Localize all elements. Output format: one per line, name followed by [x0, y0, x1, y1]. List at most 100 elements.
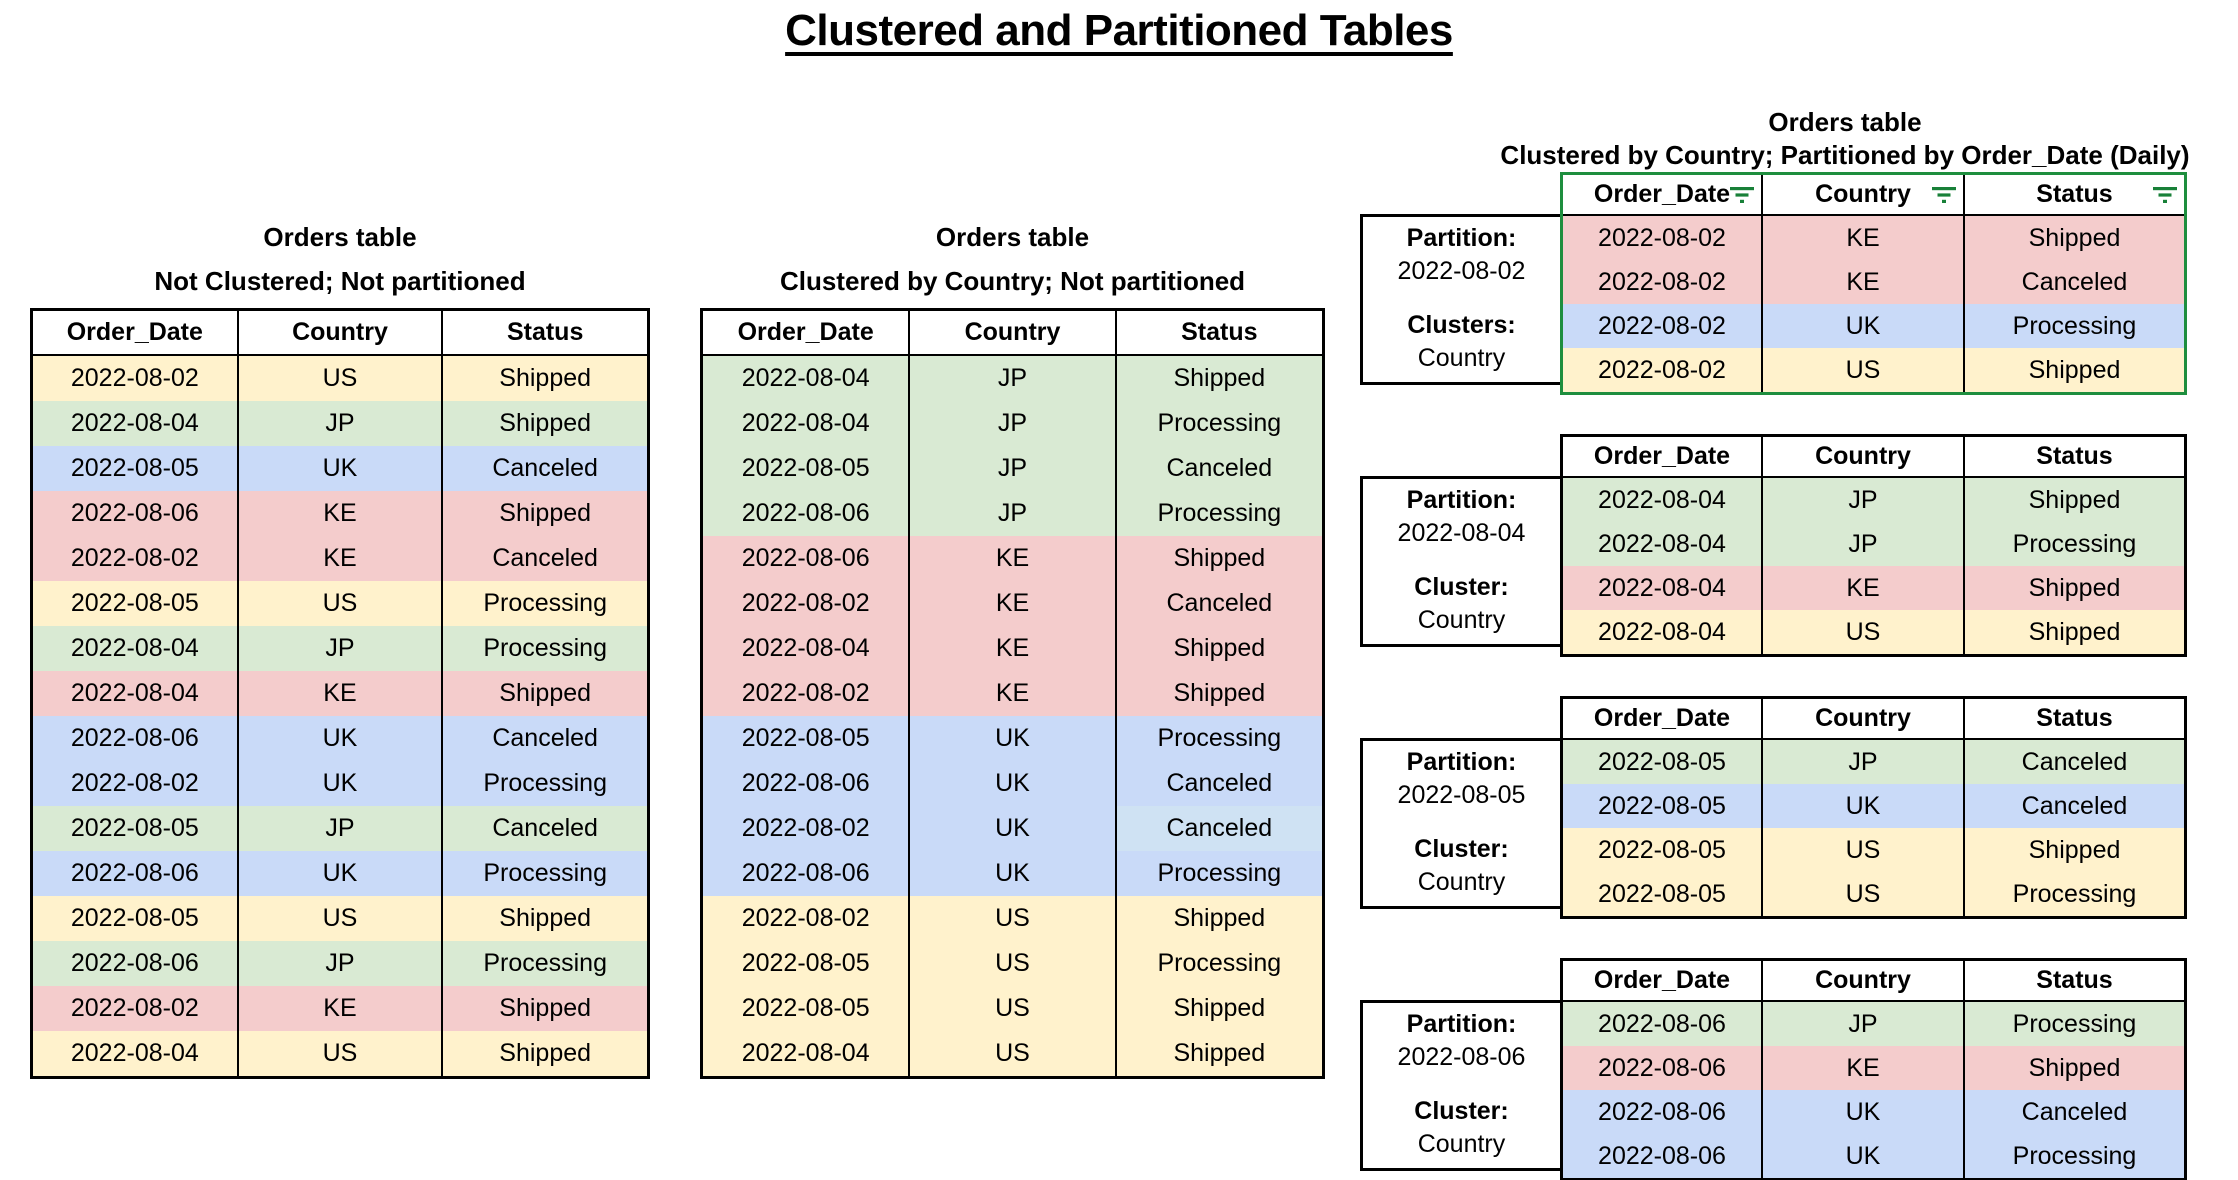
country-cell: KE — [237, 536, 444, 581]
status-cell: Processing — [1964, 304, 2184, 348]
order-date-cell: 2022-08-05 — [1563, 828, 1763, 872]
table-group-partitioned: Orders table Clustered by Country; Parti… — [1360, 106, 2190, 1180]
order-date-cell: 2022-08-05 — [33, 581, 239, 626]
country-cell: US — [909, 896, 1117, 941]
table-row: 2022-08-02 US Shipped — [33, 355, 647, 401]
status-cell: Processing — [442, 581, 647, 626]
country-cell: KE — [237, 491, 444, 536]
country-cell: UK — [1762, 784, 1965, 828]
status-cell: Shipped — [1964, 348, 2184, 392]
table-row: 2022-08-02 KE Canceled — [1563, 260, 2184, 304]
status-cell: Shipped — [1115, 896, 1322, 941]
country-cell: KE — [909, 581, 1117, 626]
partition-label-box: Partition: 2022-08-02 Clusters: Country — [1360, 214, 1560, 385]
country-cell: JP — [237, 401, 444, 446]
status-cell: Shipped — [1115, 355, 1322, 401]
order-date-cell: 2022-08-02 — [1563, 260, 1763, 304]
country-cell: UK — [909, 806, 1117, 851]
status-cell: Canceled — [1115, 446, 1322, 491]
status-cell: Canceled — [442, 446, 647, 491]
country-cell: US — [1762, 872, 1965, 916]
table-row: 2022-08-06 KE Shipped — [703, 536, 1322, 581]
partition-date-value: 2022-08-02 — [1397, 257, 1526, 285]
order-date-cell: 2022-08-02 — [703, 581, 911, 626]
country-cell: KE — [1762, 566, 1965, 610]
status-cell: Canceled — [1115, 761, 1322, 806]
group-title: Orders table — [1768, 107, 1922, 137]
column-header-order-date: Order_Date — [33, 311, 239, 356]
filter-icon — [1932, 186, 1956, 203]
country-cell: UK — [237, 761, 444, 806]
status-cell: Processing — [1115, 491, 1322, 536]
table-row: 2022-08-04 JP Processing — [1563, 522, 2184, 566]
partition-key: Partition: 2022-08-04 — [1363, 484, 1560, 550]
orders-table-partition-2022-08-02: Order_Date Country Status 2022-08-02 KE Shipp… — [1563, 175, 2184, 392]
column-header-country: Country — [1762, 437, 1965, 478]
partition-key: Partition: 2022-08-02 — [1363, 222, 1560, 288]
country-cell: JP — [909, 491, 1117, 536]
table-row: 2022-08-05 US Shipped — [703, 986, 1322, 1031]
order-date-cell: 2022-08-02 — [33, 355, 239, 401]
orders-table-partition-2022-08-05: Order_Date Country Status 2022-08-05 JP Cance… — [1563, 699, 2184, 916]
country-cell: UK — [1762, 1090, 1965, 1134]
partition-date-value: 2022-08-06 — [1397, 1043, 1526, 1071]
country-cell: KE — [237, 671, 444, 716]
status-cell: Shipped — [442, 896, 647, 941]
country-cell: JP — [237, 941, 444, 986]
orders-table-partition-2022-08-05-wrap: Order_Date Country Status 2022-08-05 JP Cance… — [1560, 696, 2187, 919]
cluster-key: Cluster: Country — [1363, 571, 1560, 637]
header-row: Order_Date Country Status — [1563, 175, 2184, 216]
status-cell: Shipped — [442, 401, 647, 446]
order-date-cell: 2022-08-04 — [703, 355, 911, 401]
order-date-cell: 2022-08-04 — [703, 626, 911, 671]
filter-icon — [2153, 186, 2177, 203]
order-date-cell: 2022-08-05 — [33, 806, 239, 851]
country-cell: UK — [909, 716, 1117, 761]
status-cell: Shipped — [1115, 671, 1322, 716]
order-date-cell: 2022-08-06 — [33, 941, 239, 986]
table-row: 2022-08-06 UK Canceled — [33, 716, 647, 761]
cluster-key: Clusters: Country — [1363, 309, 1560, 375]
table-row: 2022-08-04 US Shipped — [33, 1031, 647, 1076]
country-cell: JP — [237, 626, 444, 671]
country-cell: JP — [237, 806, 444, 851]
status-cell: Processing — [442, 941, 647, 986]
orders-table-unclustered-wrap: Order_Date Country Status 2022-08-02 US Sh… — [30, 308, 650, 1079]
header-row: Order_Date Country Status — [1563, 961, 2184, 1002]
table-row: 2022-08-04 KE Shipped — [703, 626, 1322, 671]
order-date-cell: 2022-08-05 — [703, 941, 911, 986]
partition-label-box: Partition: 2022-08-04 Cluster: Country — [1360, 476, 1560, 647]
table-row: 2022-08-05 US Shipped — [33, 896, 647, 941]
column-header-order-date: Order_Date — [1563, 961, 1763, 1002]
table-row: 2022-08-02 UK Processing — [1563, 304, 2184, 348]
table-row: 2022-08-04 JP Shipped — [33, 401, 647, 446]
column-header-country: Country — [1762, 175, 1965, 216]
order-date-cell: 2022-08-05 — [1563, 739, 1763, 784]
country-cell: KE — [909, 626, 1117, 671]
table-row: 2022-08-05 US Processing — [1563, 872, 2184, 916]
table-row: 2022-08-04 JP Processing — [703, 401, 1322, 446]
partition-key-label: Partition: — [1406, 1010, 1517, 1038]
cluster-value: Country — [1417, 1130, 1506, 1158]
order-date-cell: 2022-08-06 — [703, 536, 911, 581]
status-cell: Canceled — [1115, 581, 1322, 626]
partition-key-label: Partition: — [1406, 748, 1517, 776]
column-header-status: Status — [1964, 699, 2184, 740]
table-row: 2022-08-06 UK Canceled — [703, 761, 1322, 806]
column-header-order-date: Order_Date — [1563, 437, 1763, 478]
country-cell: KE — [909, 536, 1117, 581]
country-cell: UK — [237, 851, 444, 896]
table-group-unclustered: Orders table Not Clustered; Not partitio… — [30, 222, 650, 1079]
group-subtitle: Clustered by Country; Partitioned by Ord… — [1500, 140, 2190, 170]
status-cell: Canceled — [442, 536, 647, 581]
country-cell: JP — [1762, 739, 1965, 784]
status-cell: Processing — [442, 761, 647, 806]
orders-table-unclustered: Order_Date Country Status 2022-08-02 US Sh… — [33, 311, 647, 1076]
status-cell: Processing — [442, 626, 647, 671]
table-row: 2022-08-02 KE Shipped — [1563, 215, 2184, 260]
status-cell: Shipped — [1964, 566, 2184, 610]
status-cell: Processing — [1964, 872, 2184, 916]
table-body: 2022-08-05 JP Canceled 2022-08-05 UK Canceled… — [1563, 739, 2184, 916]
status-cell: Canceled — [1964, 739, 2184, 784]
country-cell: US — [909, 1031, 1117, 1076]
